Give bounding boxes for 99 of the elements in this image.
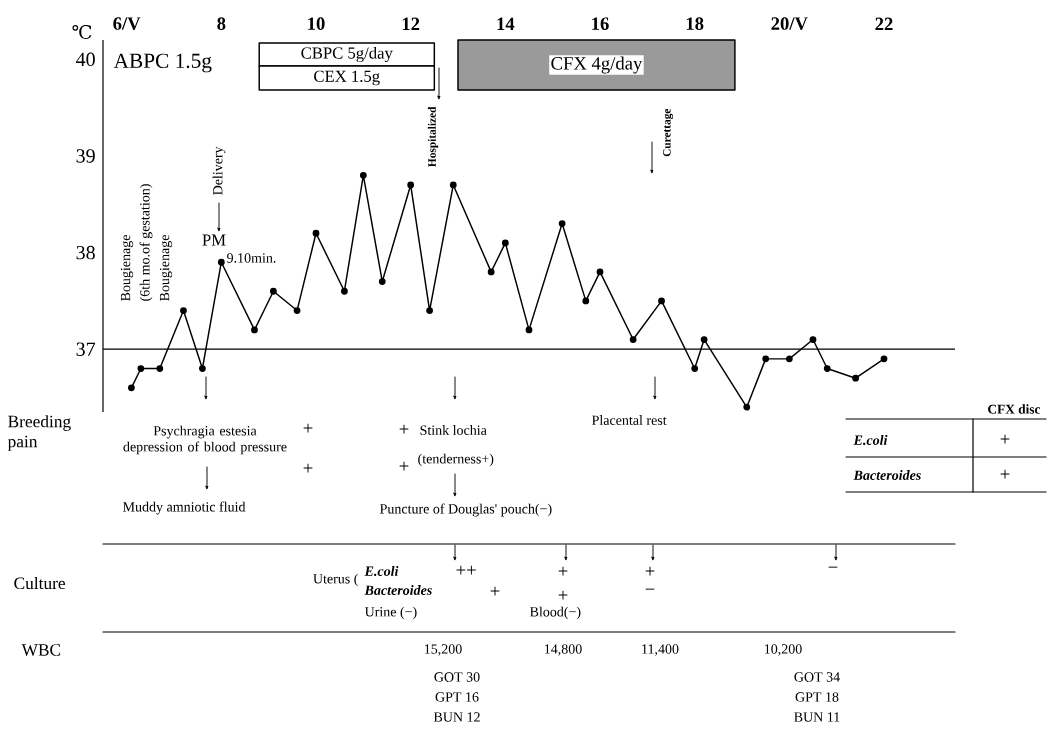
text: + [558,590,568,600]
annotation: Hospitalized [427,106,439,167]
text: WBC [21,644,61,656]
text: Uterus ( [313,573,358,587]
text: GPT 16 [435,692,479,702]
text: ++ [456,565,476,575]
text: 15,200 [424,644,462,656]
point [128,384,135,392]
x-tick-label: 12 [402,17,420,30]
x-tick-label: 8 [217,17,226,30]
text: + [303,423,313,433]
x-tick-label: 18 [686,17,704,30]
point [270,287,277,295]
point [582,297,590,305]
point [312,229,320,237]
point [156,365,164,372]
text: Blood(−) [530,606,581,620]
text: + [399,461,409,471]
point [658,297,665,305]
y-tick-label: 40 [76,52,95,67]
text: + [558,566,568,576]
text: + [490,586,500,596]
point [359,171,367,179]
point [596,268,604,276]
x-tick-label: 6/V [113,17,141,30]
annotation: (6th mo.of gestation) [139,184,153,301]
text: 11,400 [642,644,679,656]
point [501,239,509,247]
y-tick-label: 37 [76,342,96,356]
point [823,365,831,372]
text: − [645,588,655,590]
text: BUN 11 [794,712,840,722]
band-label: CEX 1.5g [314,70,380,86]
x-tick-label: 22 [875,17,893,30]
point [137,365,145,372]
point [743,403,751,411]
text: Puncture of Douglas' pouch(−) [380,503,552,517]
point [340,287,348,295]
point [785,355,793,363]
point [426,307,434,314]
y-tick-label: 39 [76,149,95,163]
band-label: CBPC 5g/day [301,46,393,63]
x-tick-label: 14 [497,17,515,30]
annotation: Bougienage [159,235,173,302]
band-label: CFX 4g/day [551,56,643,74]
point [525,326,533,334]
x-tick-label: 20/V [771,17,808,30]
point [691,365,699,372]
text: + [303,463,313,473]
text: + [1000,469,1010,479]
text: BUN 12 [433,712,480,722]
point [487,268,495,276]
text: Placental rest [592,415,667,425]
x-tick-label: 16 [592,17,609,30]
point [852,374,860,382]
text: GPT 18 [795,692,839,702]
annotation: PM [202,234,226,246]
x-tick-label: 10 [308,17,325,30]
annotation: ABPC 1.5g [113,53,212,73]
point [558,220,566,227]
point [880,355,888,363]
text: GOT 30 [434,672,480,682]
text: Bacteroides [853,470,921,480]
text: 10,200 [764,644,802,656]
text: + [399,424,409,434]
text: + [1000,434,1010,444]
point [809,336,817,343]
text: Psychragia estesia depression of blood pressure [123,425,287,455]
text: Muddy amniotic fluid [123,501,246,515]
text: E.coli [364,566,399,576]
text: Urine (−) [364,606,417,620]
text: Breeding pain [7,415,71,451]
text: Stink lochia [420,425,487,435]
point [180,307,187,314]
point [407,181,415,189]
text: (tenderness+) [418,453,494,467]
point [449,181,457,189]
point [378,278,386,285]
point [251,326,258,334]
text: 14,800 [544,644,582,656]
point [293,307,301,314]
annotation: Delivery [212,146,226,196]
annotation: Bougienage [120,235,134,302]
point [199,365,206,372]
text: CFX disc [988,404,1041,414]
text: GOT 34 [794,672,840,682]
point [762,355,770,363]
annotation: 9.10min. [227,253,276,263]
text: E.coli [853,435,888,445]
text: Bacteroides [364,585,432,595]
point [700,336,708,343]
text: Culture [14,576,65,590]
annotation: Curettage [663,108,674,157]
text: + [645,566,655,576]
point [629,336,637,343]
y-tick-label: 38 [76,245,95,260]
y-axis-title: ℃ [72,24,92,40]
text: − [828,566,838,568]
point [217,258,225,266]
